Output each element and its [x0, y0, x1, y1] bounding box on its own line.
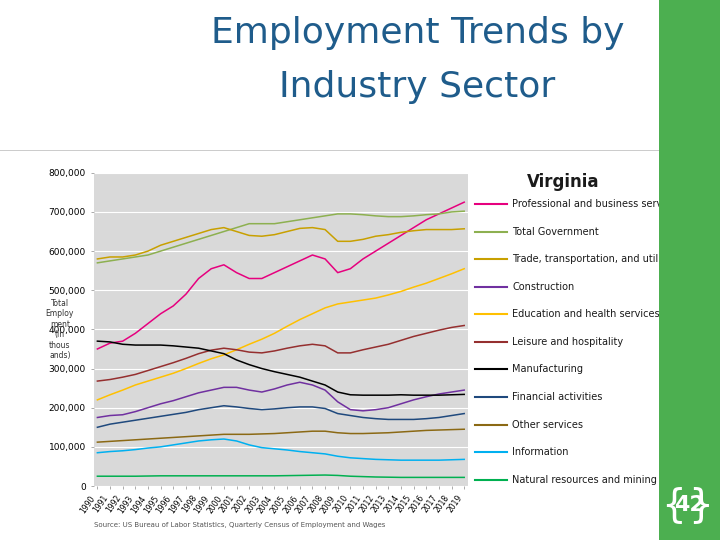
Text: 42: 42 [674, 495, 704, 515]
Text: Education and health services: Education and health services [512, 309, 660, 319]
Text: Leisure and hospitality: Leisure and hospitality [512, 337, 624, 347]
Text: Trade, transportation, and utilities: Trade, transportation, and utilities [512, 254, 679, 264]
Text: Virginia: Virginia [527, 173, 600, 191]
Text: Financial activities: Financial activities [512, 392, 603, 402]
Text: Total Government: Total Government [512, 227, 599, 237]
Text: Employment Trends by: Employment Trends by [211, 16, 624, 50]
Text: Industry Sector: Industry Sector [279, 70, 556, 104]
Text: Manufacturing: Manufacturing [512, 364, 583, 374]
Text: Source: US Bureau of Labor Statistics, Quarterly Census of Employment and Wages: Source: US Bureau of Labor Statistics, Q… [94, 522, 385, 528]
Text: Natural resources and mining: Natural resources and mining [512, 475, 657, 485]
Text: {: { [661, 486, 685, 524]
Text: }: } [688, 486, 713, 524]
Text: Information: Information [512, 447, 569, 457]
Text: Other services: Other services [512, 420, 583, 430]
Text: Professional and business services: Professional and business services [512, 199, 682, 209]
Text: Construction: Construction [512, 282, 575, 292]
Text: Total
Employ
ment
(in
thous
ands): Total Employ ment (in thous ands) [45, 299, 74, 360]
